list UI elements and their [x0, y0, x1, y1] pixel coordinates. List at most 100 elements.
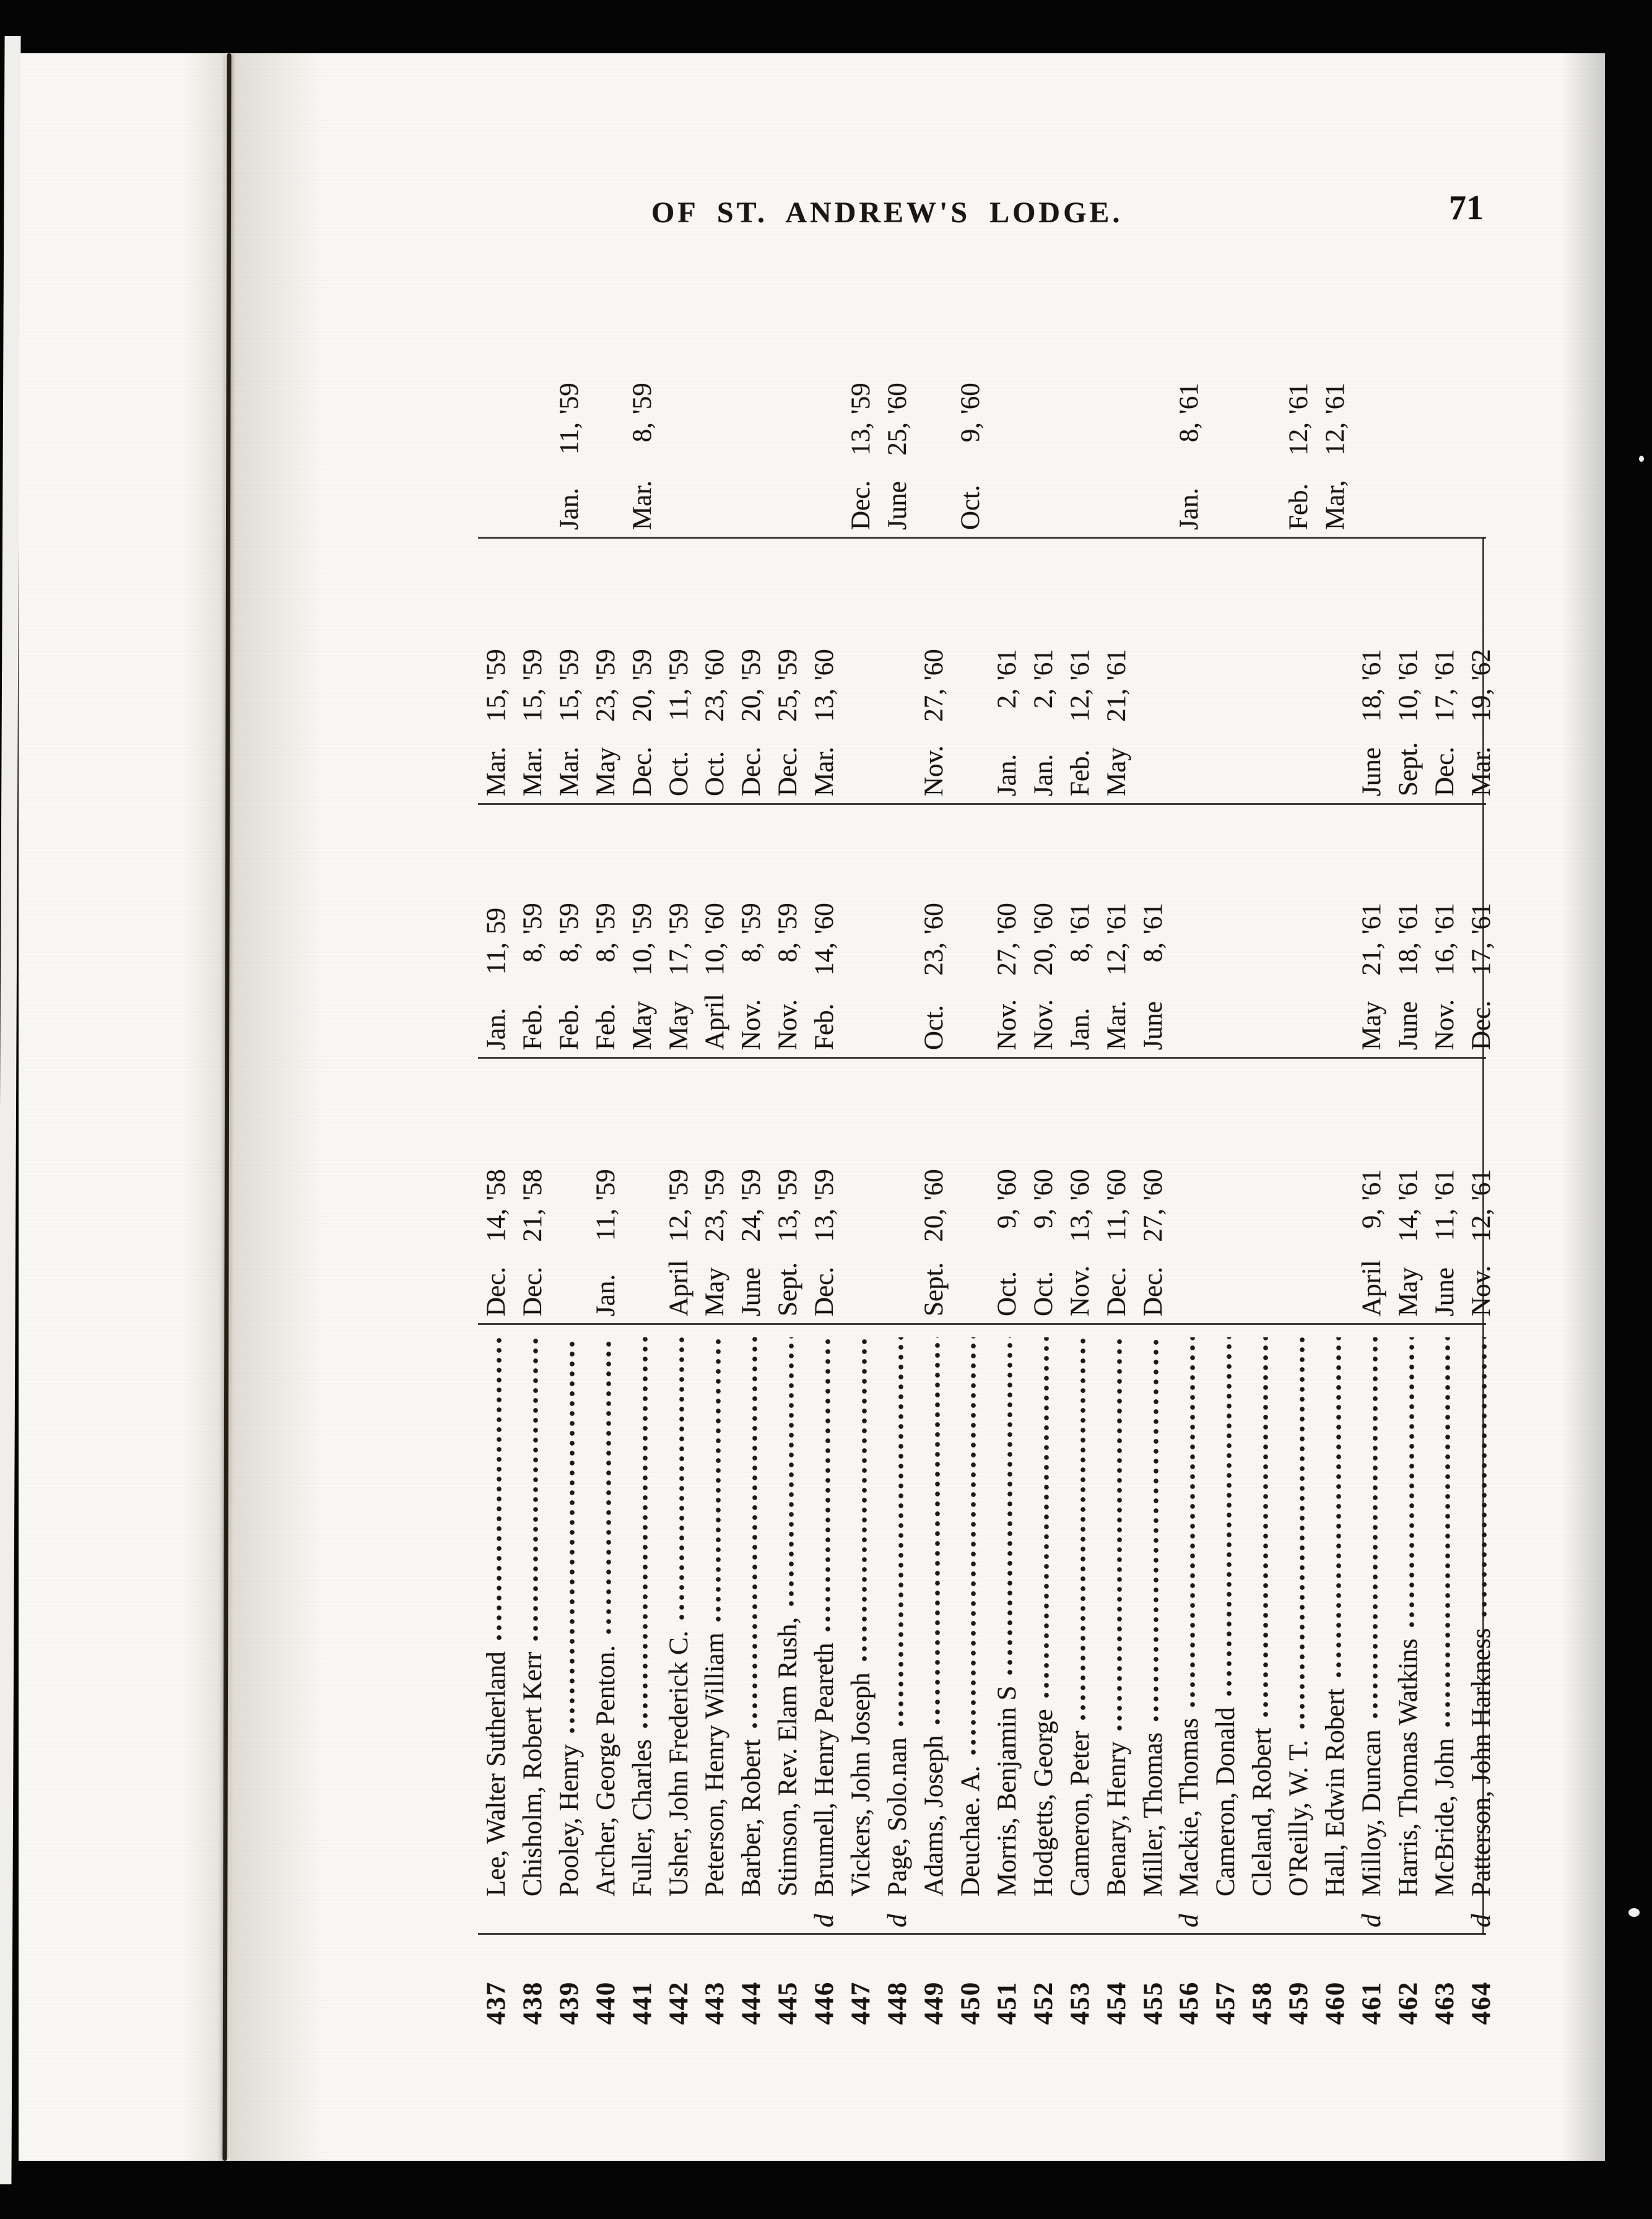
date-column-2-cell: Nov. 8, '59 — [773, 805, 803, 1059]
date-column-3-cell: Sept. 10, '61 — [1393, 539, 1424, 805]
member-name-cell: Fuller, Charles — [627, 1325, 658, 1935]
date-month: Mar. — [518, 746, 547, 796]
date-day: 21, — [1102, 688, 1131, 722]
table-row: 461 d Milloy, Duncan April 9, '61 May 21… — [1354, 263, 1390, 2071]
date-day: 15, — [481, 688, 511, 722]
date-day: 9, — [955, 422, 985, 443]
table-row: 449 Adams, Joseph Sept. 20, '60 Oct. 23,… — [916, 263, 952, 2071]
member-number: 452 — [1028, 1981, 1058, 2025]
date-column-3-cell: Jan. 2, '61 — [1028, 539, 1059, 805]
date-year: '61 — [1466, 1169, 1496, 1201]
member-number: 464 — [1466, 1981, 1496, 2025]
member-name-cell: Harris, Thomas Watkins — [1393, 1325, 1424, 1935]
page-edge-shadow — [1562, 53, 1605, 2161]
date-year: '59 — [627, 903, 657, 934]
date-month: Dec. — [1466, 1001, 1496, 1050]
date-month: Dec. — [846, 480, 876, 530]
member-name: Patterson, John Harkness — [1466, 1628, 1496, 1896]
member-number: 454 — [1102, 1981, 1131, 2025]
member-number: 453 — [1065, 1981, 1095, 2025]
date-column-2-cell: May 17, '59 — [664, 805, 694, 1059]
date-day: 25, — [773, 688, 803, 722]
date-year: '61 — [1430, 1169, 1459, 1201]
date-column-2-cell: Nov. 20, '60 — [1028, 805, 1059, 1059]
member-name-cell: Deuchae. A. — [955, 1325, 986, 1935]
date-year: '60 — [992, 1169, 1022, 1201]
member-number: 439 — [554, 1981, 584, 2025]
date-month: Nov. — [737, 999, 767, 1050]
leader-dots — [1333, 1337, 1344, 1679]
date-day: 11, — [1430, 1209, 1459, 1241]
date-month: Oct. — [664, 751, 693, 796]
leader-dots — [1297, 1337, 1307, 1730]
date-column-1-cell: Sept. 20, '60 — [919, 1059, 949, 1325]
leader-dots — [859, 1337, 869, 1663]
date-day: 2, — [992, 688, 1022, 709]
date-month: Mar. — [627, 480, 657, 530]
date-day: 21, — [1357, 942, 1387, 976]
date-column-2-cell: April 10, '60 — [700, 805, 730, 1059]
date-year: '61 — [1430, 903, 1459, 934]
member-name: Deuchae. A. — [955, 1765, 985, 1896]
date-column-1-cell: Dec. 14, '58 — [481, 1059, 511, 1325]
date-month: Nov. — [773, 999, 803, 1050]
member-name-cell: O'Reilly, W. T. — [1284, 1325, 1314, 1935]
date-month: Feb. — [1284, 483, 1314, 530]
member-name: Benary, Henry — [1102, 1741, 1131, 1896]
member-name: Cameron, Peter — [1065, 1730, 1095, 1896]
date-day: 8, — [591, 942, 620, 963]
member-name: Archer, George Penton. — [591, 1645, 620, 1896]
table-row: 463 McBride, John June 11, '61 Nov. 16, … — [1427, 263, 1463, 2071]
member-name: Cleland, Robert — [1248, 1727, 1277, 1896]
leader-dots — [713, 1337, 723, 1623]
leader-dots — [1115, 1337, 1125, 1732]
date-column-4-cell: Jan. 8, '61 — [1174, 263, 1204, 539]
date-month: Dec. — [1138, 1267, 1168, 1316]
date-month: Sept. — [773, 1262, 803, 1316]
date-year: '59 — [700, 1169, 730, 1201]
date-year: '59 — [810, 1169, 840, 1201]
date-month: April — [1357, 1260, 1387, 1316]
date-year: '61 — [1321, 383, 1350, 414]
table-row: 456 d Mackie, Thomas — [1172, 263, 1208, 2071]
date-month: Dec. — [627, 747, 657, 796]
member-name: Page, Solo.nan — [883, 1737, 913, 1896]
date-month: Feb. — [810, 1003, 840, 1050]
date-column-3-cell: Mar. 15, '59 — [554, 539, 585, 805]
date-month: April — [700, 994, 730, 1050]
date-column-3-cell: May 21, '61 — [1102, 539, 1132, 805]
date-day: 8, — [518, 942, 547, 963]
date-column-3-cell: Dec. 20, '59 — [627, 539, 658, 805]
leader-dots — [1260, 1337, 1271, 1718]
date-month: Feb. — [591, 1003, 620, 1050]
date-day: 10, — [700, 942, 730, 976]
table-row: 440 Archer, George Penton. Jan. 11, '59 … — [588, 263, 624, 2071]
leader-dots — [1443, 1337, 1453, 1729]
scan-speck — [1639, 456, 1644, 462]
date-day: 18, — [1394, 942, 1423, 976]
date-column-1-cell: Dec. 11, '60 — [1102, 1059, 1132, 1325]
date-year: '59 — [518, 649, 547, 680]
date-column-3-cell: Feb. 12, '61 — [1065, 539, 1095, 805]
date-year: '60 — [1028, 903, 1058, 934]
date-year: '61 — [1430, 649, 1459, 680]
member-name: Usher, John Frederick C. — [664, 1630, 693, 1896]
member-name: Hall, Edwin Robert — [1321, 1688, 1350, 1896]
member-name-cell: Miller, Thomas — [1138, 1325, 1168, 1935]
table-row: 444 Barber, Robert June 24, '59 Nov. 8, … — [733, 263, 770, 2071]
date-month: Mar, — [1321, 480, 1350, 530]
member-name-cell: Hall, Edwin Robert — [1320, 1325, 1350, 1935]
date-year: '59 — [518, 903, 547, 934]
member-name-cell: d Brumell, Henry Peareth — [809, 1325, 840, 1935]
date-month: June — [1357, 747, 1387, 796]
date-month: June — [1394, 1001, 1423, 1050]
date-year: '59 — [627, 383, 657, 414]
date-year: '59 — [664, 903, 693, 934]
adjacent-page-edge — [0, 35, 21, 2185]
date-year: '59 — [554, 649, 584, 680]
member-number: 437 — [481, 1981, 511, 2025]
date-month: Dec. — [518, 1267, 547, 1316]
date-year: '59 — [846, 383, 876, 414]
member-number: 445 — [773, 1981, 803, 2025]
